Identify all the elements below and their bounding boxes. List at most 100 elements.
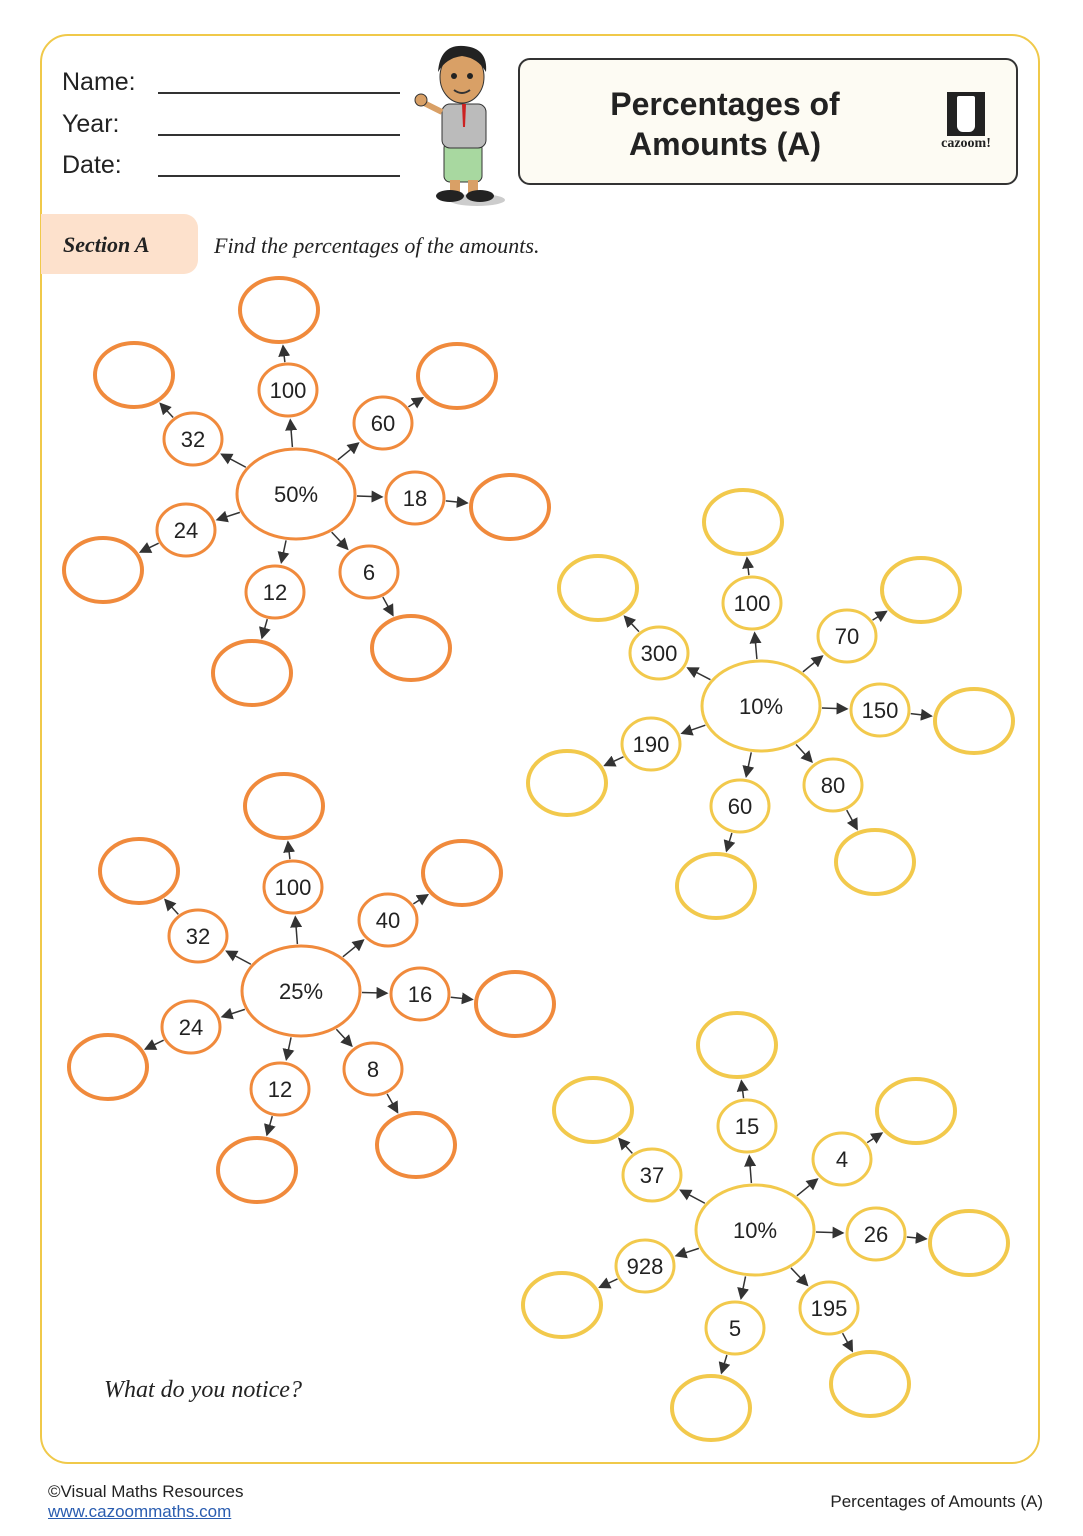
amount-value: 190 [633,732,670,757]
answer-ellipse[interactable] [670,1374,752,1442]
answer-ellipse[interactable] [702,488,784,556]
amount-bubble [721,575,783,631]
amount-value: 37 [640,1163,664,1188]
answer-ellipse[interactable] [469,473,551,541]
answer-ellipse[interactable] [526,749,608,817]
percent-value: 50% [274,482,318,507]
arrow [718,1354,731,1375]
arrow [159,402,174,418]
answer-ellipse[interactable] [675,852,757,920]
arrow [674,1246,700,1259]
answer-ellipse[interactable] [829,1350,911,1418]
name-field[interactable] [158,92,400,94]
logo-text: cazoom! [941,136,991,151]
question-text: What do you notice? [104,1377,302,1403]
arrow [450,992,474,1005]
answer-ellipse[interactable] [93,341,175,409]
answer-ellipse[interactable] [375,1111,457,1179]
date-field[interactable] [158,175,400,177]
arrow [356,490,384,503]
title-box: Percentages of Amounts (A) cazoom! [518,58,1018,185]
amount-value: 4 [836,1147,848,1172]
answer-ellipse[interactable] [552,1076,634,1144]
amount-value: 12 [268,1077,292,1102]
arrow [749,631,762,660]
amount-value: 32 [181,427,205,452]
arrow [264,1115,276,1137]
instruction-text: Find the percentages of the amounts. [214,233,540,258]
amount-bubble [262,859,324,915]
arrow [215,510,241,523]
answer-ellipse[interactable] [62,536,144,604]
year-field[interactable] [158,134,400,136]
amount-value: 928 [627,1254,664,1279]
arrow [138,542,159,553]
answer-ellipse[interactable] [557,554,639,622]
arrow [686,667,711,681]
year-label: Year: [62,110,120,138]
arrow [164,898,179,915]
arrow [382,596,394,617]
percent-bubble [694,1183,816,1277]
percent-bubble [235,447,357,541]
arrow [143,1039,164,1050]
answer-ellipse[interactable] [928,1209,1010,1277]
arrow [331,531,349,551]
amount-bubble [845,1206,907,1262]
arrow [335,1028,353,1048]
arrow [285,418,298,448]
answer-ellipse[interactable] [416,342,498,410]
arrow [277,540,290,565]
title-line-2: Amounts (A) [629,126,821,162]
amount-bubble [621,1147,683,1203]
amount-bubble [244,564,306,620]
arrow [412,893,430,906]
amount-bubble [716,1098,778,1154]
amount-bubble [338,544,400,600]
boy-mascot-illustration [414,45,505,206]
amount-bubble [802,757,864,813]
website-link[interactable]: www.cazoommaths.com [48,1502,232,1521]
amount-bubble [389,966,451,1022]
answer-ellipse[interactable] [243,772,325,840]
amount-bubble [249,1061,311,1117]
amount-bubble [620,716,682,772]
arrow [679,1189,706,1204]
answer-ellipse[interactable] [474,970,556,1038]
arrow [742,752,755,779]
amount-bubble [257,362,319,418]
arrow [680,724,706,736]
answer-ellipse[interactable] [216,1136,298,1204]
arrow [361,986,389,999]
answer-ellipse[interactable] [521,1271,603,1339]
answer-ellipse[interactable] [875,1077,957,1145]
arrow [337,442,360,461]
answer-ellipse[interactable] [238,276,320,344]
amount-value: 40 [376,908,400,933]
amount-value: 195 [811,1296,848,1321]
answer-ellipse[interactable] [933,687,1015,755]
answer-ellipse[interactable] [880,556,962,624]
amount-value: 80 [821,773,845,798]
amount-value: 24 [174,518,198,543]
amount-bubble [849,682,911,738]
arrow [742,556,755,576]
answer-ellipse[interactable] [370,614,452,682]
arrow [603,755,624,767]
arrow [598,1277,618,1289]
answer-ellipse[interactable] [211,639,293,707]
arrow [445,495,469,508]
answer-ellipse[interactable] [421,839,503,907]
answer-ellipse[interactable] [834,828,916,896]
arrow [220,1007,246,1020]
answer-ellipse[interactable] [67,1033,149,1101]
arrow [906,1231,928,1244]
amount-value: 12 [263,580,287,605]
answer-ellipse[interactable] [98,837,180,905]
answer-ellipse[interactable] [696,1011,778,1079]
arrow [815,1226,845,1239]
page-border [40,34,1040,1464]
arrow [910,708,933,721]
arrow [821,702,849,715]
percent-value: 10% [733,1218,777,1243]
